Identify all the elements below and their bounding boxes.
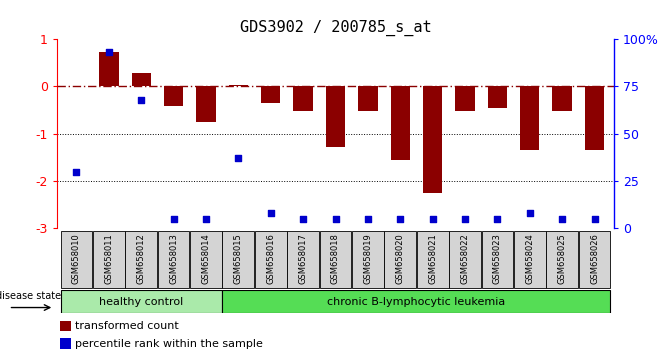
Text: GSM658012: GSM658012: [137, 233, 146, 284]
Bar: [391, 86, 410, 160]
Bar: [326, 86, 345, 147]
FancyBboxPatch shape: [482, 231, 513, 288]
Text: chronic B-lymphocytic leukemia: chronic B-lymphocytic leukemia: [327, 297, 505, 307]
Text: GSM658010: GSM658010: [72, 233, 81, 284]
FancyBboxPatch shape: [449, 231, 481, 288]
Point: [168, 216, 179, 222]
Bar: [60, 338, 71, 349]
Bar: [358, 86, 378, 111]
Bar: [456, 86, 474, 111]
Point: [525, 210, 535, 216]
Bar: [520, 86, 539, 150]
FancyBboxPatch shape: [60, 231, 93, 288]
Bar: [423, 86, 442, 193]
Text: GSM658019: GSM658019: [364, 233, 372, 284]
Point: [460, 216, 470, 222]
FancyBboxPatch shape: [287, 231, 319, 288]
FancyBboxPatch shape: [319, 231, 352, 288]
FancyBboxPatch shape: [255, 231, 287, 288]
FancyBboxPatch shape: [93, 231, 125, 288]
Text: GSM658018: GSM658018: [331, 233, 340, 284]
FancyBboxPatch shape: [190, 231, 222, 288]
FancyBboxPatch shape: [352, 231, 384, 288]
Point: [233, 155, 244, 161]
Bar: [99, 52, 119, 86]
Bar: [229, 85, 248, 86]
Text: healthy control: healthy control: [99, 297, 183, 307]
Point: [136, 97, 146, 102]
Bar: [132, 73, 151, 86]
FancyBboxPatch shape: [546, 231, 578, 288]
Text: GSM658014: GSM658014: [201, 233, 211, 284]
Point: [362, 216, 373, 222]
Bar: [164, 86, 183, 106]
FancyBboxPatch shape: [223, 290, 611, 313]
Text: GSM658020: GSM658020: [396, 233, 405, 284]
Text: percentile rank within the sample: percentile rank within the sample: [75, 339, 263, 349]
Text: disease state: disease state: [0, 291, 61, 301]
Point: [557, 216, 568, 222]
Text: transformed count: transformed count: [75, 321, 179, 331]
Text: GSM658023: GSM658023: [493, 233, 502, 284]
FancyBboxPatch shape: [125, 231, 157, 288]
Text: GSM658024: GSM658024: [525, 233, 534, 284]
Bar: [585, 86, 605, 150]
FancyBboxPatch shape: [514, 231, 546, 288]
FancyBboxPatch shape: [384, 231, 416, 288]
Point: [103, 49, 114, 55]
Title: GDS3902 / 200785_s_at: GDS3902 / 200785_s_at: [240, 20, 431, 36]
Text: GSM658021: GSM658021: [428, 233, 437, 284]
Text: GSM658016: GSM658016: [266, 233, 275, 284]
Point: [201, 216, 211, 222]
Point: [265, 210, 276, 216]
Text: GSM658025: GSM658025: [558, 233, 566, 284]
Bar: [60, 320, 71, 331]
Point: [298, 216, 309, 222]
Bar: [488, 86, 507, 108]
Text: GSM658017: GSM658017: [299, 233, 307, 284]
Bar: [196, 86, 215, 122]
Text: GSM658011: GSM658011: [105, 233, 113, 284]
FancyBboxPatch shape: [60, 290, 222, 313]
FancyBboxPatch shape: [578, 231, 611, 288]
FancyBboxPatch shape: [417, 231, 448, 288]
Point: [492, 216, 503, 222]
Text: GSM658015: GSM658015: [234, 233, 243, 284]
Text: GSM658022: GSM658022: [460, 233, 470, 284]
Bar: [293, 86, 313, 111]
Point: [589, 216, 600, 222]
FancyBboxPatch shape: [158, 231, 189, 288]
FancyBboxPatch shape: [223, 231, 254, 288]
Point: [395, 216, 406, 222]
Bar: [261, 86, 280, 103]
Text: GSM658013: GSM658013: [169, 233, 178, 284]
Point: [71, 169, 82, 175]
Point: [427, 216, 438, 222]
Bar: [552, 86, 572, 111]
Point: [330, 216, 341, 222]
Text: GSM658026: GSM658026: [590, 233, 599, 284]
